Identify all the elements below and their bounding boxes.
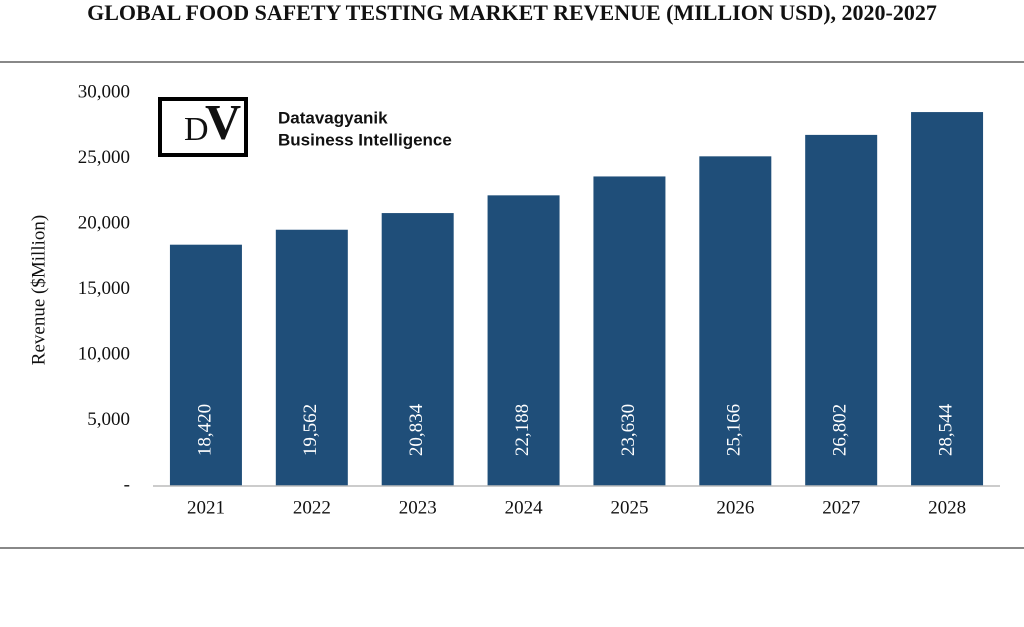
y-tick-label: 10,000 (78, 343, 130, 364)
y-axis-title: Revenue ($Million) (28, 215, 49, 365)
value-label: 22,188 (512, 404, 533, 456)
bar (275, 229, 348, 486)
bar (487, 195, 560, 486)
value-label: 19,562 (300, 404, 321, 456)
value-label: 28,544 (935, 403, 956, 456)
x-tick-label: 2023 (399, 497, 437, 518)
value-label: 18,420 (194, 404, 215, 456)
x-tick-label: 2027 (822, 497, 860, 518)
y-tick-label: 25,000 (78, 147, 130, 168)
bar (805, 134, 878, 486)
y-tick-label: - (124, 474, 130, 495)
x-tick-label: 2026 (716, 497, 754, 518)
x-tick-label: 2028 (928, 497, 966, 518)
y-tick-label: 5,000 (87, 409, 130, 430)
bar (911, 112, 984, 486)
value-label: 25,166 (724, 404, 745, 456)
y-tick-label: 20,000 (78, 212, 130, 233)
bar (699, 156, 772, 487)
x-tick-label: 2025 (610, 497, 648, 518)
logo-letter: V (205, 93, 241, 149)
value-label: 26,802 (830, 404, 851, 456)
logo-text: Business Intelligence (278, 130, 452, 149)
chart-title: GLOBAL FOOD SAFETY TESTING MARKET REVENU… (87, 0, 937, 25)
value-label: 23,630 (618, 404, 639, 456)
logo-letter: D (184, 111, 209, 148)
x-tick-label: 2021 (187, 497, 225, 518)
bar (381, 213, 454, 487)
bar (593, 176, 666, 486)
logo-text: Datavagyanik (278, 108, 388, 127)
logo-box (158, 97, 248, 157)
y-tick-label: 30,000 (78, 81, 130, 102)
x-tick-label: 2022 (293, 497, 331, 518)
x-tick-label: 2024 (505, 497, 544, 518)
bar (169, 244, 242, 486)
y-tick-label: 15,000 (78, 278, 130, 299)
value-label: 20,834 (406, 403, 427, 456)
